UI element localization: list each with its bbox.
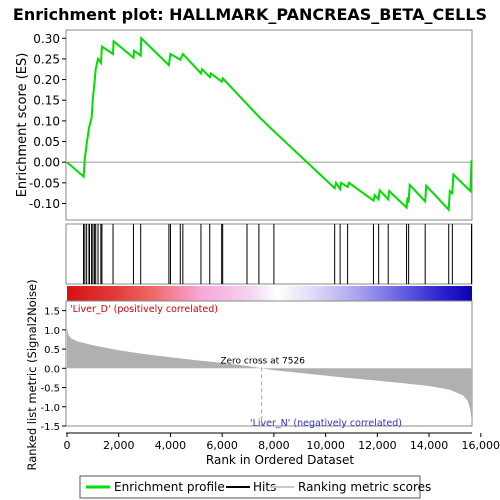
metric-y-tick-label: 1.0 [44, 326, 60, 337]
x-tick-label: 16,000 [462, 439, 500, 452]
x-tick-label: 0 [64, 439, 71, 452]
metric-y-tick-label: 1.5 [44, 307, 60, 318]
legend: Enrichment profile Hits Ranking metric s… [79, 475, 431, 499]
metric-panel: 1.5 1.0 0.5 0.0 -0.5 -1.0 -1.5 Zero cross at 7… [25, 279, 473, 471]
x-axis: 0 2,000 4,000 6,000 8,000 10,000 12,000 14,000 1… [64, 432, 500, 452]
x-tick-label: 4,000 [155, 439, 187, 452]
legend-enrichment-profile-label: Enrichment profile [114, 480, 225, 494]
x-tick-label: 14,000 [410, 439, 449, 452]
es-y-tick-label: 0.30 [33, 32, 60, 46]
hit-marks [83, 224, 472, 284]
metric-y-axis-label: Ranked list metric (Signal2Noise) [25, 279, 39, 470]
x-tick-label: 2,000 [103, 439, 135, 452]
es-y-ticks: 0.30 0.25 0.20 0.15 0.10 0.05 0.00 -0.05 -0.10 [29, 32, 66, 211]
es-panel-frame [65, 29, 473, 221]
x-axis-label: Rank in Ordered Dataset [206, 453, 354, 467]
metric-y-tick-label: 0.0 [44, 364, 60, 375]
x-tick-label: 6,000 [206, 439, 238, 452]
es-y-tick-label: -0.05 [29, 176, 60, 190]
negative-correlation-label: 'Liver_N' (negatively correlated) [250, 418, 402, 429]
es-y-tick-label: 0.00 [33, 156, 60, 170]
zero-cross-label: Zero cross at 7526 [220, 356, 305, 366]
metric-y-ticks: 1.5 1.0 0.5 0.0 -0.5 -1.0 -1.5 [40, 307, 66, 433]
hits-panel-frame [65, 223, 473, 285]
metric-y-tick-label: -0.5 [40, 384, 60, 395]
rank-colorbar-strip [67, 286, 472, 301]
hits-panel [65, 223, 473, 285]
x-tick-label: 8,000 [258, 439, 290, 452]
ranking-metric-area [67, 327, 472, 423]
es-y-tick-label: -0.10 [29, 197, 60, 211]
es-y-tick-label: 0.15 [33, 94, 60, 108]
es-y-tick-label: 0.25 [33, 52, 60, 66]
es-y-tick-label: 0.10 [33, 114, 60, 128]
es-y-tick-label: 0.05 [33, 135, 60, 149]
es-y-tick-label: 0.20 [33, 73, 60, 87]
metric-y-tick-label: 0.5 [44, 345, 60, 356]
x-tick-label: 10,000 [306, 439, 345, 452]
x-tick-label: 12,000 [358, 439, 397, 452]
legend-hits-label: Hits [253, 480, 276, 494]
es-y-axis-label: Enrichment score (ES) [15, 53, 30, 198]
metric-y-tick-label: -1.5 [40, 422, 60, 433]
metric-y-tick-label: -1.0 [40, 403, 60, 414]
es-panel: 0.30 0.25 0.20 0.15 0.10 0.05 0.00 -0.05 -0.10 E… [15, 29, 473, 221]
chart-title: Enrichment plot: HALLMARK_PANCREAS_BETA_… [13, 5, 487, 24]
legend-ranking-metric-label: Ranking metric scores [298, 480, 431, 494]
positive-correlation-label: 'Liver_D' (positively correlated) [70, 304, 218, 315]
rank-colorbar [67, 286, 472, 301]
enrichment-profile-line [66, 36, 473, 213]
